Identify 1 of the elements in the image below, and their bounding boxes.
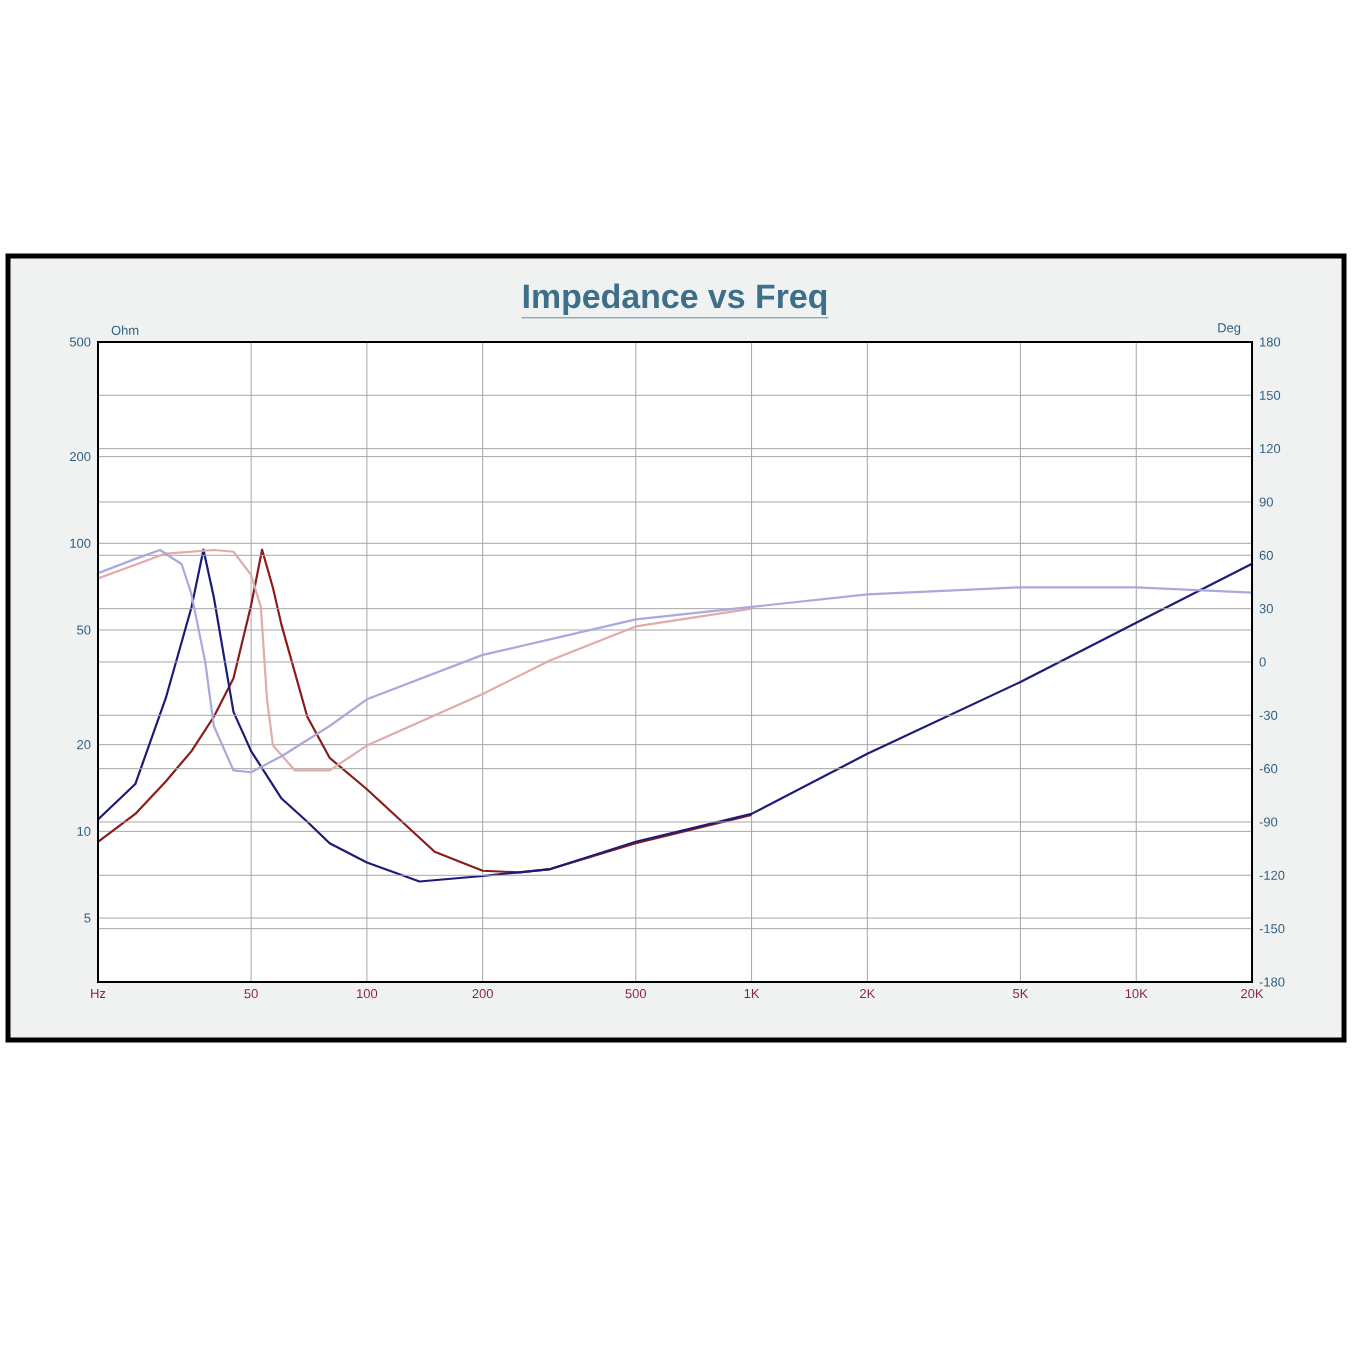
chart-title: Impedance vs Freq bbox=[523, 283, 827, 315]
